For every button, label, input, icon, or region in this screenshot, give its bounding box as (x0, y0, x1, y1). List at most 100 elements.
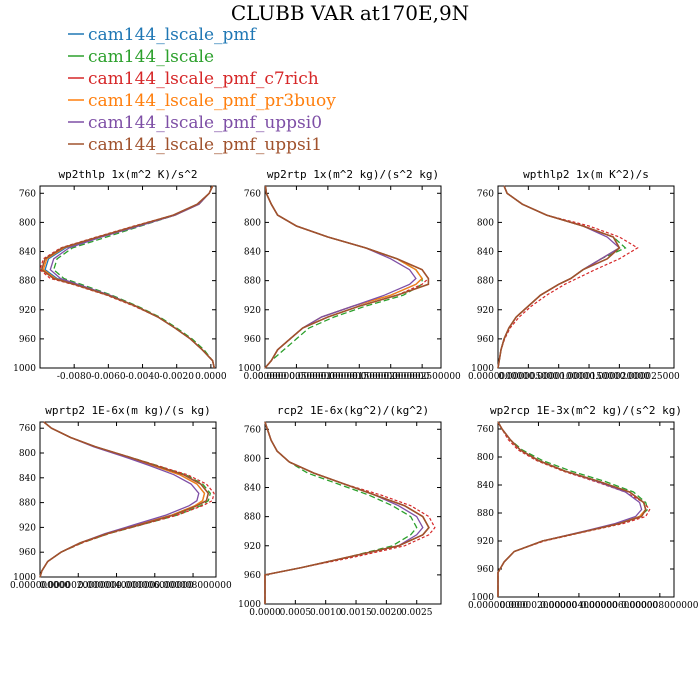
series-line-cam144-lscale-pmf-pr3buoy (42, 185, 215, 369)
wpthlp2-title: wpthlp2 1x(m K^2)/s (523, 168, 649, 181)
y-tick-label: 760 (244, 425, 261, 435)
wp2rcp-title: wp2rcp 1E-3x(m^2 kg)/(s^2 kg) (490, 404, 682, 417)
x-tick-label: 0.000000000 (468, 601, 528, 611)
legend-entry: cam144_lscale_pmf_pr3buoy (68, 91, 336, 111)
y-tick-label: 880 (19, 277, 36, 287)
series-line-cam144-lscale-pmf-uppsi0 (39, 421, 200, 578)
y-tick-label: 960 (244, 571, 261, 581)
legend: cam144_lscale_pmf cam144_lscale cam144_l… (68, 25, 336, 155)
series-line-cam144-lscale (39, 421, 212, 578)
series-line-cam144-lscale-pmf-pr3buoy (497, 185, 621, 369)
y-tick-label: 840 (244, 484, 261, 494)
series-line-cam144-lscale-pmf-uppsi1 (264, 185, 430, 369)
series-line-cam144-lscale-pmf-uppsi1 (497, 421, 647, 597)
series-line-cam144-lscale-pmf (39, 421, 206, 578)
plot-frame (497, 421, 675, 598)
x-tick-label: 0.000015000 (559, 372, 619, 382)
panel-wpthlp2: wpthlp2 1x(m K^2)/s 760 800 840 880 920 960 100… (468, 168, 680, 382)
series-line-cam144-lscale-pmf-uppsi1 (497, 185, 621, 369)
series-line-cam144-lscale-pmf-pr3buoy (39, 421, 206, 578)
legend-entry: cam144_lscale_pmf (68, 25, 258, 45)
y-tick-label: 800 (244, 454, 261, 464)
y-tick-label: 800 (244, 218, 261, 228)
y-tick-label: 1000 (471, 593, 494, 603)
x-tick-label: 0.000000000 (468, 372, 528, 382)
series-line-cam144-lscale-pmf-uppsi1 (264, 421, 430, 604)
x-tick-label: 0.0010 (310, 608, 342, 618)
y-tick-label: 960 (19, 335, 36, 345)
legend-entry: cam144_lscale_pmf_c7rich (68, 69, 319, 89)
y-tick-label: 920 (244, 306, 261, 316)
x-tick-label: 0.0000 (249, 608, 281, 618)
y-tick-label: 920 (19, 306, 36, 316)
x-tick-label: 0.000025000 (620, 372, 680, 382)
y-tick-label: 840 (19, 474, 36, 484)
y-tick-label: 960 (19, 548, 36, 558)
y-tick-label: 800 (19, 449, 36, 459)
legend-label: cam144_lscale (88, 47, 214, 67)
y-tick-label: 800 (477, 218, 494, 228)
legend-label: cam144_lscale_pmf_uppsi1 (88, 135, 322, 155)
x-tick-label: 0.000000000 (10, 581, 70, 591)
x-tick-label: 0.000008000000 (621, 601, 699, 611)
y-tick-label: 840 (477, 481, 494, 491)
panel-wp2thlp: wp2thlp 1x(m^2 K)/s^2 760 800 840 880 920 960 1… (13, 168, 227, 382)
x-tick-label: 0.000020000 (589, 372, 649, 382)
y-tick-label: 880 (244, 513, 261, 523)
panel-wp2rtp: wp2rtp 1x(m^2 kg)/(s^2 kg) 760 800 840 880 92… (238, 168, 461, 382)
figure-title: CLUBB VAR at170E,9N (231, 1, 469, 25)
panel-wp2rcp: wp2rcp 1E-3x(m^2 kg)/(s^2 kg) 760 800 840 88… (468, 404, 699, 611)
y-tick-label: 760 (477, 425, 494, 435)
x-tick-label: 0.000006000000 (581, 601, 659, 611)
x-tick-label: 0.000000500000 (258, 372, 336, 382)
y-tick-label: 800 (19, 218, 36, 228)
series-line-cam144-lscale-pmf-uppsi1 (39, 421, 210, 578)
x-tick-label: 0.0000 (195, 372, 227, 382)
x-tick-label: 0.000000 (244, 372, 287, 382)
series-line-cam144-lscale-pmf-c7rich (264, 421, 436, 604)
wp2rtp-title: wp2rtp 1x(m^2 kg)/(s^2 kg) (267, 168, 439, 181)
legend-label: cam144_lscale_pmf_uppsi0 (88, 113, 322, 133)
series-line-cam144-lscale-pmf-c7rich (497, 185, 639, 369)
series-line-cam144-lscale-pmf-pr3buoy (497, 421, 647, 597)
x-tick-label: -0.0040 (125, 372, 160, 382)
y-tick-label: 920 (19, 523, 36, 533)
x-tick-label: -0.0060 (91, 372, 126, 382)
x-tick-label: 0.000008000000 (154, 581, 232, 591)
x-tick-label: 0.000002000000 (352, 372, 430, 382)
series-line-cam144-lscale-pmf (497, 421, 647, 597)
y-tick-label: 880 (477, 277, 494, 287)
y-tick-label: 840 (19, 248, 36, 258)
series-line-cam144-lscale-pmf-uppsi0 (497, 185, 621, 369)
plot-frame (497, 185, 675, 369)
series-line-cam144-lscale-pmf (44, 185, 215, 369)
legend-entry: cam144_lscale_pmf_uppsi0 (68, 113, 322, 133)
series-line-cam144-lscale (52, 185, 215, 369)
series-line-cam144-lscale (264, 421, 418, 604)
y-tick-label: 880 (477, 509, 494, 519)
x-tick-label: 0.000006000000 (116, 581, 194, 591)
x-tick-label: 0.000004000000 (78, 581, 156, 591)
series-line-cam144-lscale-pmf-uppsi1 (40, 185, 216, 369)
rcp2-title: rcp2 1E-6x(kg^2)/(kg^2) (277, 404, 429, 417)
x-tick-label: 0.000002000000 (500, 601, 578, 611)
series-line-cam144-lscale-pmf-c7rich (497, 421, 651, 597)
x-tick-label: 0.000001000000 (289, 372, 367, 382)
y-tick-label: 840 (244, 248, 261, 258)
legend-entry: cam144_lscale_pmf_uppsi1 (68, 135, 322, 155)
legend-label: cam144_lscale_pmf (88, 25, 258, 45)
y-tick-label: 840 (477, 248, 494, 258)
y-tick-label: 960 (477, 565, 494, 575)
series-line-cam144-lscale (497, 185, 627, 369)
y-tick-label: 920 (477, 306, 494, 316)
y-tick-label: 1000 (238, 600, 261, 610)
legend-label: cam144_lscale_pmf_c7rich (88, 69, 319, 89)
y-tick-label: 760 (19, 424, 36, 434)
series-line-cam144-lscale-pmf-c7rich (39, 421, 215, 578)
y-tick-label: 1000 (13, 364, 36, 374)
series-line-cam144-lscale-pmf (497, 185, 621, 369)
x-tick-label: 0.0015 (340, 608, 372, 618)
series-line-cam144-lscale (497, 421, 649, 597)
legend-entry: cam144_lscale (68, 47, 214, 67)
y-tick-label: 920 (244, 542, 261, 552)
